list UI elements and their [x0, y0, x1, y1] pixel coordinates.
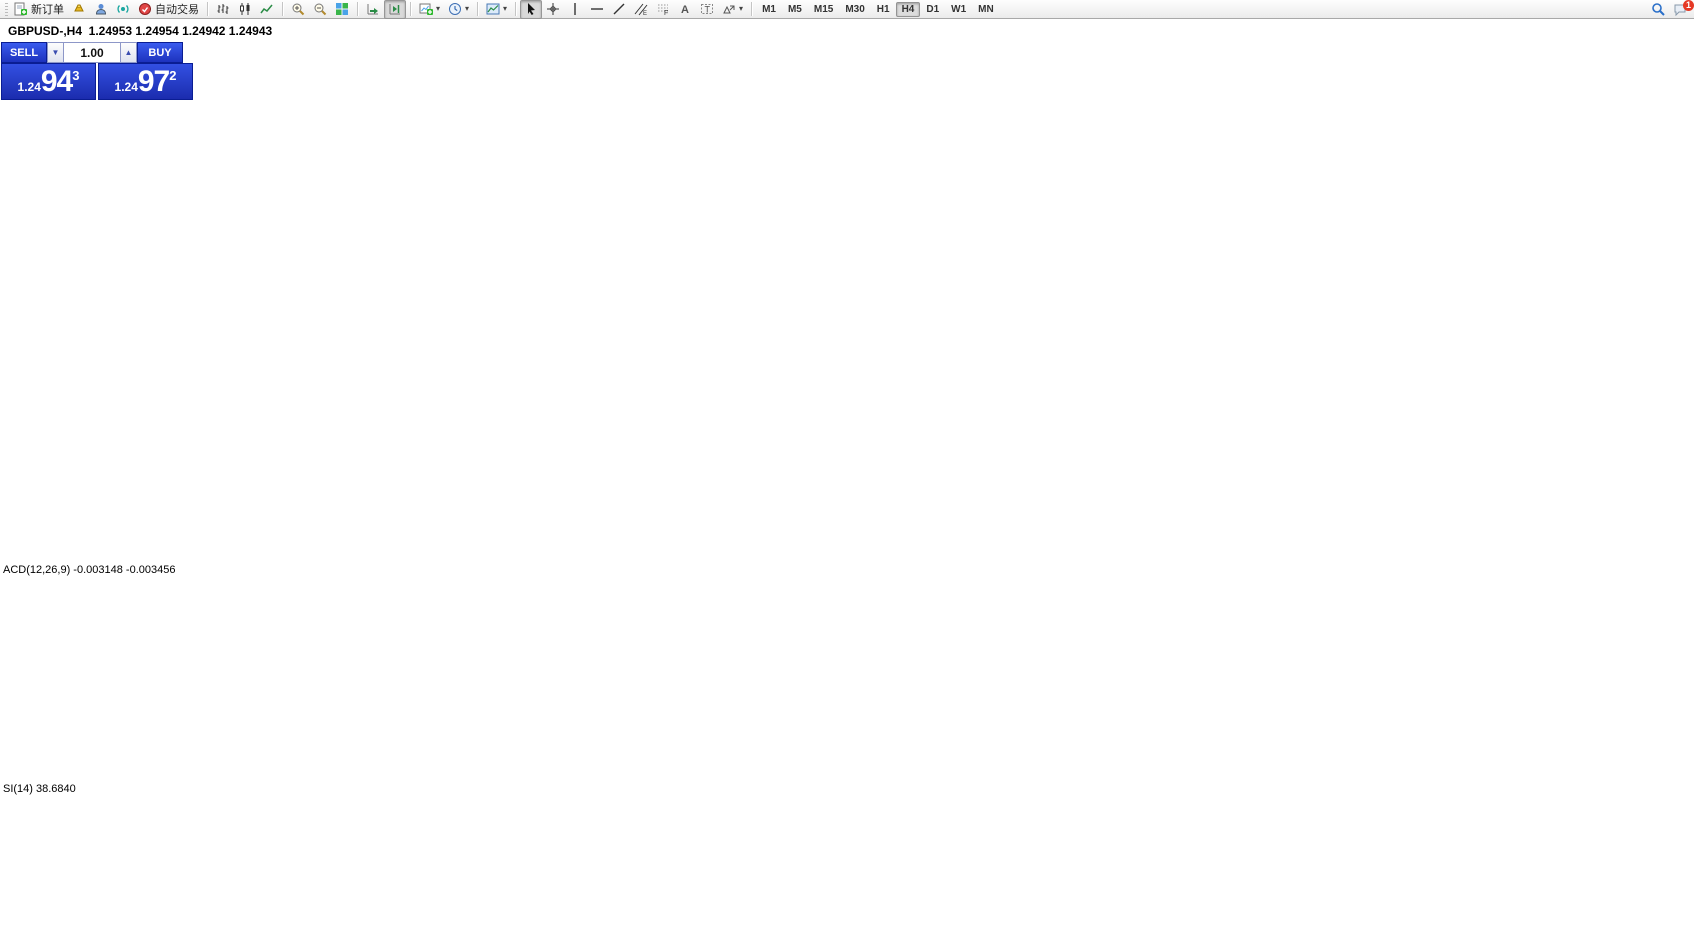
sell-price-base: 1.24: [17, 80, 41, 94]
toolbar-button-search[interactable]: [1647, 0, 1669, 19]
time-axis[interactable]: [0, 919, 1694, 937]
search-icon: [1651, 2, 1665, 16]
sell-price-sup: 3: [72, 68, 80, 83]
timeframe-M1[interactable]: M1: [762, 3, 776, 15]
market-watch-icon: [72, 2, 86, 16]
cursor-icon: [524, 2, 538, 16]
arrows-menu-icon: [722, 2, 736, 16]
toolbar-button-bar-chart[interactable]: [212, 0, 234, 19]
timeframe-D1[interactable]: D1: [926, 3, 940, 15]
timeframe-MN[interactable]: MN: [978, 3, 994, 15]
candlestick-chart-icon: [238, 2, 252, 16]
new-order-label: 新订单: [31, 4, 64, 16]
toolbar-button-new-order[interactable]: 新订单: [10, 0, 68, 19]
toolbar-button-notifications[interactable]: 1: [1669, 0, 1694, 19]
timeframe-M5[interactable]: M5: [787, 3, 802, 15]
toolbar-button-equidistant-channel[interactable]: E: [630, 0, 652, 19]
toolbar-button-chart-shift[interactable]: [384, 0, 406, 19]
toolbar-button-text[interactable]: A: [674, 0, 696, 19]
toolbar-button-vertical-line[interactable]: [564, 0, 586, 19]
timeframe-M15[interactable]: M15: [813, 3, 834, 15]
svg-text:T: T: [705, 5, 711, 15]
buy-price-display[interactable]: 1.24 97 2: [98, 63, 193, 100]
svg-text:A: A: [681, 4, 689, 16]
crosshair-icon: [546, 2, 560, 16]
toolbar-button-crosshair[interactable]: [542, 0, 564, 19]
zoom-in-icon: [291, 2, 305, 16]
line-chart-icon: [260, 2, 274, 16]
toolbar-button-terminal[interactable]: [90, 0, 112, 19]
toolbar-button-signals[interactable]: [112, 0, 134, 19]
toolbar-button-new-chart[interactable]: ▾: [415, 0, 444, 19]
toolbar-button-trendline[interactable]: [608, 0, 630, 19]
dropdown-caret-icon: ▾: [503, 4, 508, 13]
toolbar-button-charts-profile[interactable]: ▾: [482, 0, 511, 19]
toolbar-button-line-chart[interactable]: [256, 0, 278, 19]
toolbar-button-cursor[interactable]: [520, 0, 543, 19]
volume-decrease-button[interactable]: ▼: [47, 42, 64, 63]
timeframe-M30[interactable]: M30: [845, 3, 865, 15]
macd-indicator-label: ACD(12,26,9) -0.003148 -0.003456: [3, 564, 176, 576]
auto-trading-label: 自动交易: [155, 4, 199, 16]
text-icon: A: [678, 2, 692, 16]
toolbar-button-horizontal-line[interactable]: [586, 0, 608, 19]
timeframe-H4[interactable]: H4: [895, 1, 921, 17]
new-order-icon: [14, 2, 28, 16]
fibonacci-grid-icon: F: [656, 2, 670, 16]
auto-scroll-icon: [366, 2, 380, 16]
notification-count-badge: 1: [1682, 0, 1694, 11]
chart-shift-icon: [388, 2, 402, 16]
sell-price-big: 94: [40, 65, 73, 98]
toolbar-button-market-watch[interactable]: [68, 0, 90, 19]
toolbar-button-fibonacci-grid[interactable]: F: [652, 0, 674, 19]
volume-increase-button[interactable]: ▲: [120, 42, 137, 63]
buy-price-big: 97: [137, 65, 170, 98]
timeframe-H1[interactable]: H1: [876, 3, 890, 15]
text-label-icon: T: [700, 2, 714, 16]
tile-windows-icon: [335, 2, 349, 16]
dropdown-caret-icon: ▾: [465, 4, 470, 13]
toolbar-button-candlestick-chart[interactable]: [234, 0, 256, 19]
buy-price-sup: 2: [169, 68, 177, 83]
svg-text:F: F: [664, 10, 668, 16]
chart-title: GBPUSD-,H4 1.24953 1.24954 1.24942 1.249…: [8, 24, 273, 38]
vertical-line-icon: [568, 2, 582, 16]
toolbar-button-zoom-out[interactable]: [309, 0, 331, 19]
dropdown-caret-icon: ▾: [436, 4, 441, 13]
buy-button[interactable]: BUY: [137, 42, 183, 63]
sell-price-display[interactable]: 1.24 94 3: [1, 63, 96, 100]
charts-profile-icon: [486, 2, 500, 16]
toolbar-button-zoom-in[interactable]: [287, 0, 309, 19]
toolbar: 新订单 自动交易 ▾ ▾ ▾ E F A T ▾ M1 M5 M15 M30 H1 H4 D1 W1 MN 1: [0, 0, 1694, 19]
horizontal-line-icon: [590, 2, 604, 16]
terminal-icon: [94, 2, 108, 16]
toolbar-button-auto-trading[interactable]: 自动交易: [134, 0, 203, 19]
timeframe-W1[interactable]: W1: [951, 3, 967, 15]
zoom-out-icon: [313, 2, 327, 16]
period-cycle-icon: [448, 2, 462, 16]
trendline-icon: [612, 2, 626, 16]
toolbar-button-auto-scroll[interactable]: [362, 0, 384, 19]
equidistant-channel-icon: E: [634, 2, 648, 16]
svg-text:E: E: [643, 11, 647, 16]
auto-trading-icon: [138, 2, 152, 16]
toolbar-button-period-cycle[interactable]: ▾: [444, 0, 473, 19]
new-chart-icon: [419, 2, 433, 16]
bar-chart-icon: [216, 2, 230, 16]
toolbar-button-text-label[interactable]: T: [696, 0, 718, 19]
dropdown-caret-icon: ▾: [739, 4, 744, 13]
rsi-indicator-label: SI(14) 38.6840: [3, 783, 76, 795]
volume-input[interactable]: [64, 42, 120, 63]
buy-price-base: 1.24: [114, 80, 138, 94]
price-axis[interactable]: [1528, 19, 1694, 918]
toolbar-button-tile-windows[interactable]: [331, 0, 353, 19]
signals-icon: [116, 2, 130, 16]
sell-button[interactable]: SELL: [1, 42, 47, 63]
toolbar-button-arrows-menu[interactable]: ▾: [718, 0, 747, 19]
